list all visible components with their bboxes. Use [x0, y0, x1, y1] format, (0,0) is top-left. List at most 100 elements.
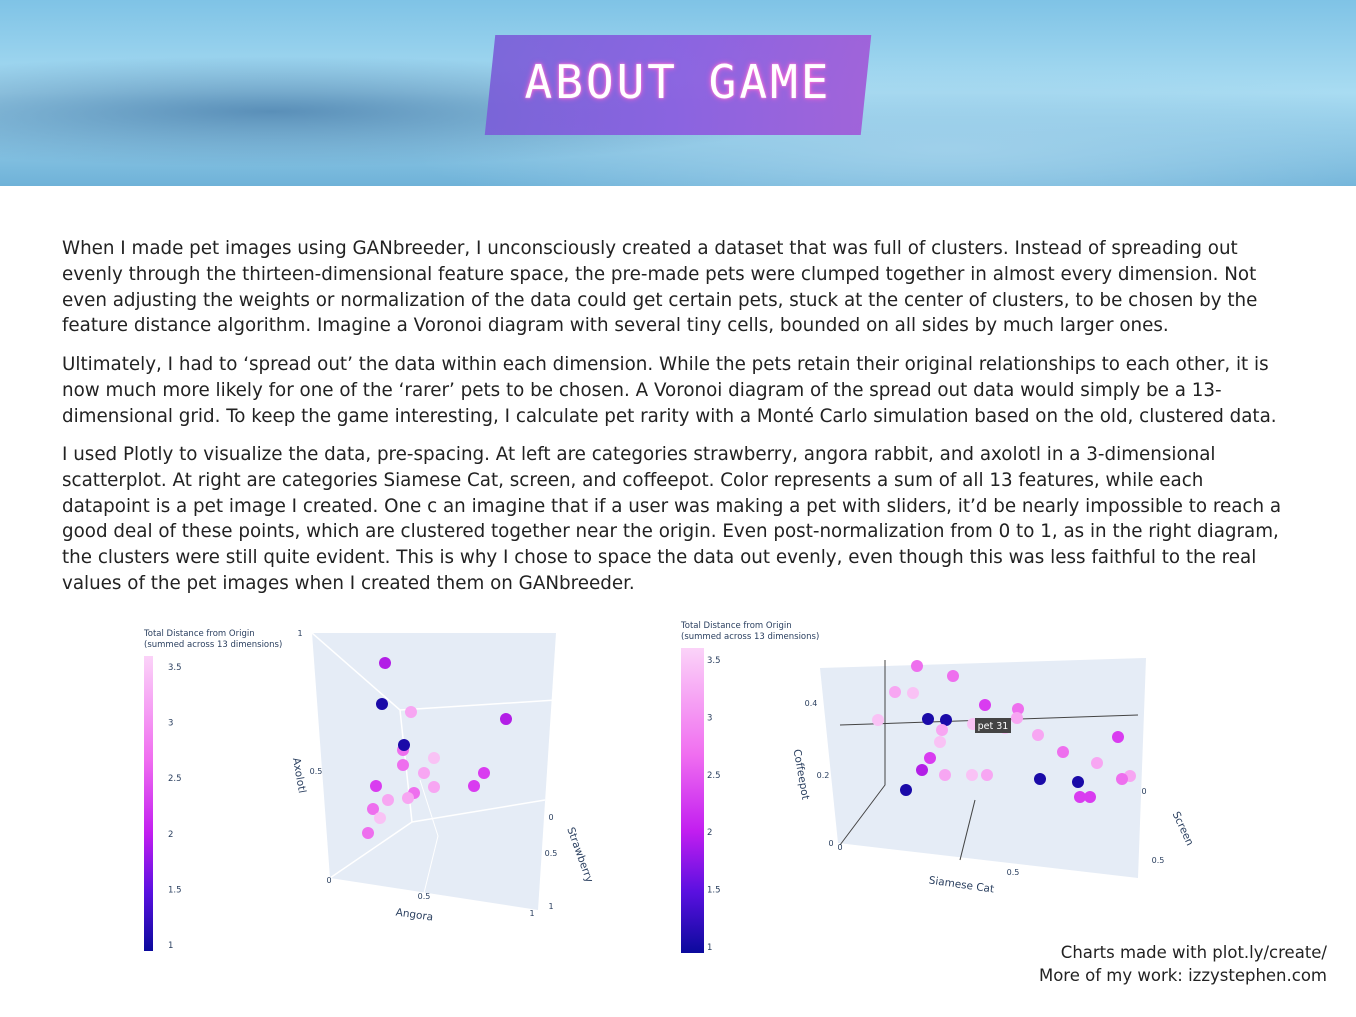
axis-tick-label: 0	[548, 813, 553, 822]
axis-tick-label: 0.5	[545, 849, 558, 858]
pane-edge	[839, 714, 1139, 726]
paragraph: I used Plotly to visualize the data, pre…	[62, 444, 1282, 594]
scatter-dot	[936, 724, 948, 736]
scatter-dot	[500, 713, 512, 725]
colorbar-title: Total Distance from Origin	[680, 621, 792, 631]
scatter-dot	[934, 736, 946, 748]
scatter-dot	[966, 769, 978, 781]
scatter-dot	[911, 660, 923, 672]
scatter-dot	[979, 699, 991, 711]
scatter-dot	[981, 769, 993, 781]
axis-tick-label: 1	[297, 629, 302, 638]
scatter-dot	[382, 794, 394, 806]
axis-tick-label: 0	[837, 843, 842, 852]
colorbar-title: Total Distance from Origin	[143, 629, 255, 639]
colorbar-title: (summed across 13 dimensions)	[144, 640, 282, 650]
scatter-dot	[872, 714, 884, 726]
colorbar-tick-label: 1	[707, 943, 712, 953]
axis-tick-label: 0.5	[310, 767, 323, 776]
scatter-dot	[1012, 703, 1024, 715]
paragraph: Ultimately, I had to ‘spread out’ the da…	[62, 354, 1277, 427]
pane-edge	[959, 799, 976, 861]
banner: ABOUT GAME	[0, 0, 1356, 186]
scatter-dot	[999, 722, 1011, 734]
scatter-dot	[1057, 746, 1069, 758]
tooltip-box	[975, 718, 1011, 733]
scatter-dot	[1112, 731, 1124, 743]
scatter-dot	[405, 706, 417, 718]
plot-pane	[312, 633, 556, 910]
scatter-dot	[362, 827, 374, 839]
scatter-dot	[397, 744, 409, 756]
scatter-dot	[418, 767, 430, 779]
colorbar-tick-label: 1.5	[707, 886, 721, 896]
scatter-dot	[379, 657, 391, 669]
axis-tick-label: 0.5	[418, 892, 431, 901]
pane-edge	[399, 699, 557, 711]
pane-edge	[419, 779, 439, 894]
scatter-dot	[907, 687, 919, 699]
scatter-dot	[1074, 791, 1086, 803]
colorbar-tick-label: 3.5	[168, 663, 182, 673]
axis-title: Siamese Cat	[928, 875, 995, 896]
axis-tick-label: 1	[548, 902, 553, 911]
colorbar-tick-label: 2	[707, 828, 712, 838]
colorbar-tick-label: 2.5	[168, 774, 182, 784]
plot-pane	[820, 658, 1146, 878]
scatter-dot	[1084, 791, 1096, 803]
scatter-dot	[924, 752, 936, 764]
scatter-dot	[1034, 773, 1046, 785]
scatter-dot	[398, 739, 410, 751]
scatter-dot	[922, 713, 934, 725]
axis-title: Screen	[1170, 810, 1196, 848]
scatter-dot	[376, 698, 388, 710]
paragraph: When I made pet images using GANbreeder,…	[62, 238, 1258, 337]
scatter-dot	[397, 759, 409, 771]
scatter-dot	[1124, 770, 1136, 782]
scatter-dot	[408, 787, 420, 799]
colorbar-tick-label: 1.5	[168, 885, 182, 895]
axis-tick-label: 0	[326, 876, 331, 885]
scatter-dot	[428, 752, 440, 764]
scatter-dot	[370, 780, 382, 792]
colorbar-tick-label: 3	[168, 719, 173, 729]
scatter-dot	[402, 792, 414, 804]
scatter-dot	[1011, 712, 1023, 724]
colorbar-tick-label: 3	[707, 713, 712, 723]
scatter-dot	[478, 767, 490, 779]
axis-tick-label: 0.4	[805, 699, 818, 708]
scatter-dot	[947, 670, 959, 682]
axis-title: Coffeepot	[791, 748, 812, 800]
axis-tick-label: 0	[828, 839, 833, 848]
scatter-dot	[889, 686, 901, 698]
scatter-dot	[967, 718, 979, 730]
colorbar-tick-label: 3.5	[707, 656, 721, 666]
scatter-dot	[428, 781, 440, 793]
scatter-dot	[900, 784, 912, 796]
axis-tick-label: 0.5	[1007, 868, 1020, 877]
scatter-dot	[1116, 773, 1128, 785]
colorbar	[144, 656, 153, 951]
scatter-dot	[940, 714, 952, 726]
scatter-dot	[367, 803, 379, 815]
axis-tick-label: 0.5	[1152, 856, 1165, 865]
colorbar-tick-label: 2	[168, 830, 173, 840]
pane-edge	[311, 632, 413, 879]
page-title: ABOUT GAME	[524, 55, 832, 109]
colorbar-tick-label: 2.5	[707, 771, 721, 781]
scatter-dot	[916, 764, 928, 776]
scatter-dot	[939, 769, 951, 781]
axis-title: Axolotl	[290, 757, 308, 794]
axis-tick-label: 0.2	[817, 771, 830, 780]
colorbar-title: (summed across 13 dimensions)	[681, 632, 819, 642]
scatter-dot	[1032, 729, 1044, 741]
axis-tick-label: 1	[529, 909, 534, 918]
colorbar	[681, 648, 704, 953]
scatter-dot	[1091, 757, 1103, 769]
axis-title: Strawberry	[564, 826, 595, 885]
scatter-dot	[1072, 776, 1084, 788]
axis-tick-label: 0	[1141, 787, 1146, 796]
axis-title: Angora	[395, 906, 434, 923]
scatter-dot	[468, 780, 480, 792]
